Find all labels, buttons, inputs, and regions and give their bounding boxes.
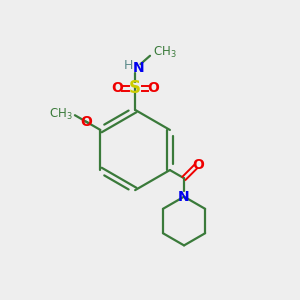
Text: CH$_3$: CH$_3$ <box>153 45 177 60</box>
Text: O: O <box>111 82 123 95</box>
Text: H: H <box>124 59 133 72</box>
Text: CH$_3$: CH$_3$ <box>49 106 73 122</box>
Text: S: S <box>129 80 141 98</box>
Text: N: N <box>132 61 144 75</box>
Text: O: O <box>192 158 204 172</box>
Text: O: O <box>80 115 92 129</box>
Text: O: O <box>148 82 160 95</box>
Text: N: N <box>178 190 190 204</box>
